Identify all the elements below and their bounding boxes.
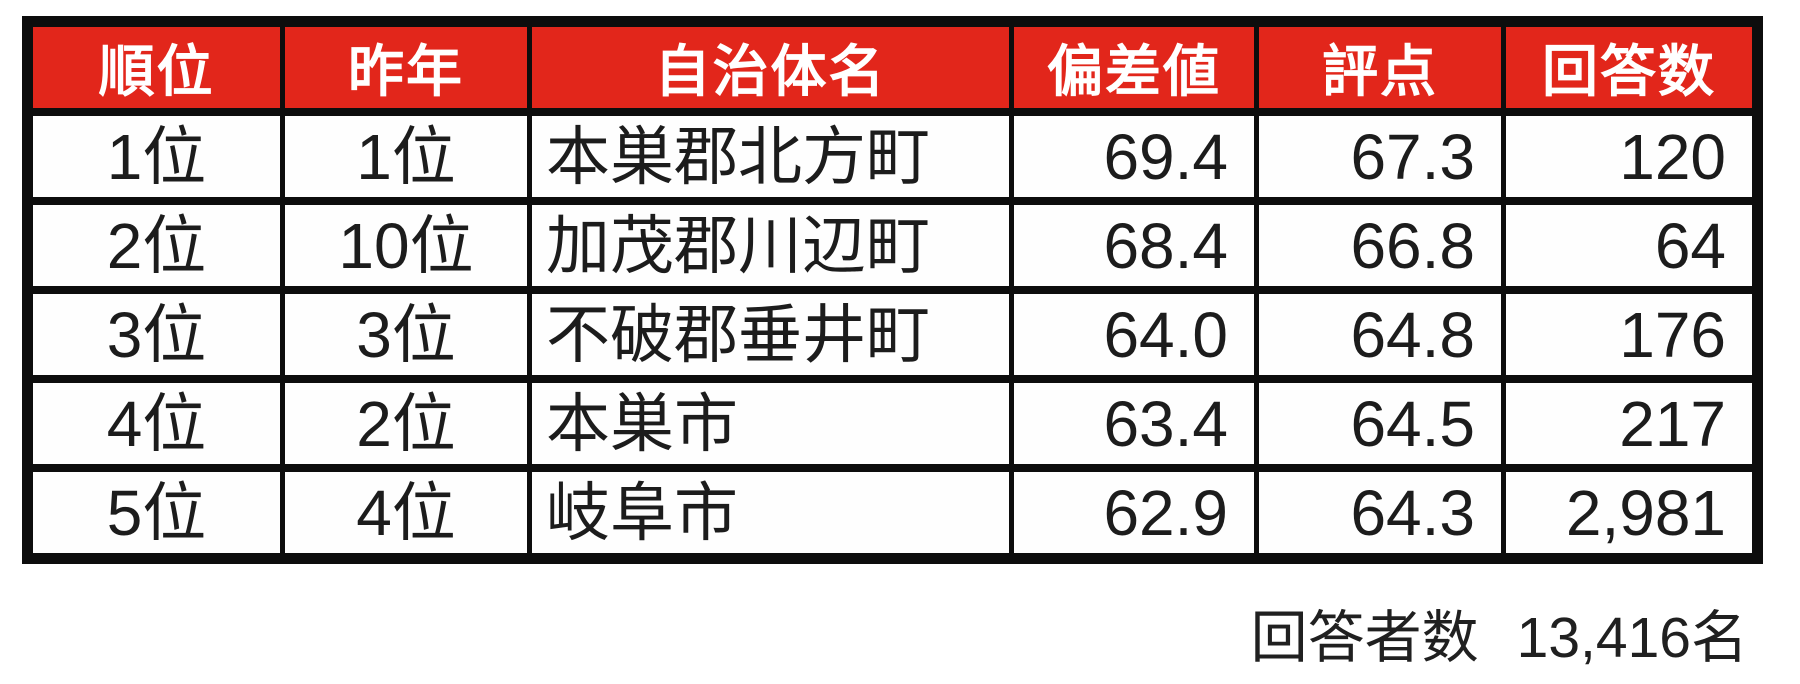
cell-deviation: 62.9 [1009, 464, 1259, 563]
cell-deviation: 64.0 [1009, 286, 1259, 383]
cell-responses: 2,981 [1501, 464, 1760, 563]
cell-last-year: 3位 [280, 286, 532, 383]
cell-last-year: 4位 [280, 464, 532, 563]
cell-score: 64.8 [1254, 286, 1506, 383]
cell-responses: 217 [1501, 375, 1760, 472]
cell-municipality: 岐阜市 [527, 464, 1014, 563]
cell-last-year: 10位 [280, 197, 532, 294]
cell-rank: 3位 [25, 286, 285, 383]
header-cell-rank: 順位 [25, 17, 285, 116]
cell-responses: 176 [1501, 286, 1760, 383]
ranking-table: 順位 昨年 自治体名 偏差値 評点 回答数 1位 1位 本巣郡北方町 69.4 … [22, 16, 1763, 564]
cell-last-year: 1位 [280, 108, 532, 205]
header-cell-last-year: 昨年 [280, 17, 532, 116]
header-cell-municipality: 自治体名 [527, 17, 1014, 116]
respondent-count-label: 回答者数 [1250, 606, 1479, 670]
cell-score: 67.3 [1254, 108, 1506, 205]
cell-municipality: 不破郡垂井町 [527, 286, 1014, 383]
cell-last-year: 2位 [280, 375, 532, 472]
cell-municipality: 本巣市 [527, 375, 1014, 472]
cell-rank: 5位 [25, 464, 285, 563]
cell-rank: 2位 [25, 197, 285, 294]
header-cell-responses: 回答数 [1501, 17, 1760, 116]
table-row: 3位 3位 不破郡垂井町 64.0 64.8 176 [25, 286, 1760, 383]
cell-responses: 120 [1501, 108, 1760, 205]
cell-municipality: 本巣郡北方町 [527, 108, 1014, 205]
header-cell-score: 評点 [1254, 17, 1506, 116]
table-row: 5位 4位 岐阜市 62.9 64.3 2,981 [25, 464, 1760, 563]
header-row: 順位 昨年 自治体名 偏差値 評点 回答数 [25, 17, 1760, 116]
cell-score: 66.8 [1254, 197, 1506, 294]
table-row: 1位 1位 本巣郡北方町 69.4 67.3 120 [25, 108, 1760, 205]
cell-rank: 1位 [25, 108, 285, 205]
respondent-count-value: 13,416名 [1516, 606, 1748, 670]
cell-score: 64.5 [1254, 375, 1506, 472]
cell-municipality: 加茂郡川辺町 [527, 197, 1014, 294]
cell-deviation: 69.4 [1009, 108, 1259, 205]
header-cell-deviation: 偏差値 [1009, 17, 1259, 116]
cell-responses: 64 [1501, 197, 1760, 294]
cell-deviation: 63.4 [1009, 375, 1259, 472]
cell-rank: 4位 [25, 375, 285, 472]
respondent-count: 回答者数 13,416名 [1251, 592, 1748, 674]
cell-score: 64.3 [1254, 464, 1506, 563]
cell-deviation: 68.4 [1009, 197, 1259, 294]
table-row: 4位 2位 本巣市 63.4 64.5 217 [25, 375, 1760, 472]
table-row: 2位 10位 加茂郡川辺町 68.4 66.8 64 [25, 197, 1760, 294]
